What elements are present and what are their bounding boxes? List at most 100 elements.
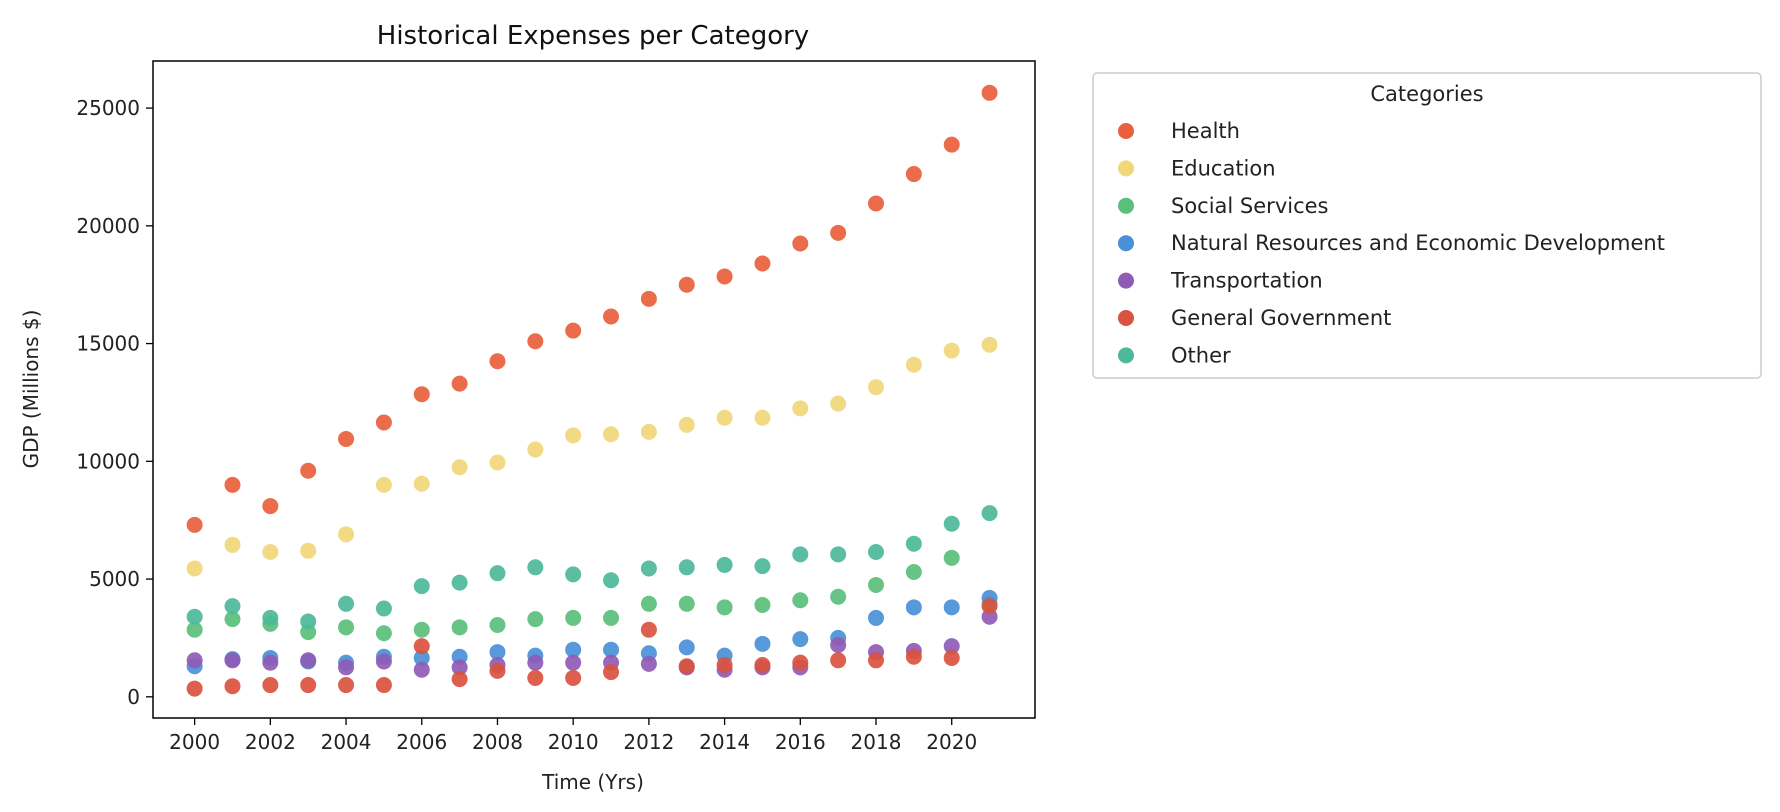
point-education-2013 <box>678 416 695 433</box>
point-general-government-2009 <box>527 669 544 686</box>
point-social-services-2013 <box>678 595 695 612</box>
point-health-2009 <box>527 333 544 350</box>
y-axis-ticks: 0 5000 10000 15000 20000 25000 <box>76 96 153 709</box>
point-general-government-2011 <box>603 664 620 681</box>
point-other-2020 <box>943 515 960 532</box>
point-natural-resources-and-economic-development-2008 <box>489 644 506 661</box>
point-transportation-2017 <box>830 637 847 653</box>
point-transportation-2002 <box>262 654 279 671</box>
point-education-2011 <box>603 426 620 443</box>
point-other-2010 <box>565 566 582 583</box>
point-education-2008 <box>489 454 506 471</box>
point-other-2014 <box>716 556 733 573</box>
point-general-government-2019 <box>905 648 922 665</box>
point-other-2008 <box>489 565 506 582</box>
point-general-government-2015 <box>754 657 771 674</box>
point-social-services-2012 <box>640 595 657 612</box>
point-education-2009 <box>527 441 544 458</box>
point-other-2002 <box>262 609 279 626</box>
point-natural-resources-and-economic-development-2006 <box>413 649 430 666</box>
y-tick-label: 0 <box>127 685 140 709</box>
x-tick-label: 2016 <box>775 730 826 754</box>
point-social-services-2007 <box>451 619 468 636</box>
point-transportation-2010 <box>565 654 582 671</box>
point-general-government-2005 <box>375 677 392 694</box>
point-health-2014 <box>716 268 733 285</box>
point-health-2006 <box>413 386 430 403</box>
point-transportation-2020 <box>943 638 960 655</box>
point-education-2002 <box>262 543 279 560</box>
point-social-services-2004 <box>338 619 355 636</box>
point-social-services-2008 <box>489 616 506 633</box>
point-social-services-2009 <box>527 611 544 628</box>
point-health-2011 <box>603 308 620 325</box>
point-health-2010 <box>565 322 582 339</box>
point-transportation-2009 <box>527 654 544 671</box>
point-education-2021 <box>981 336 998 353</box>
point-other-2017 <box>830 546 847 563</box>
point-general-government-2006 <box>413 638 430 655</box>
x-tick-label: 2008 <box>472 730 523 754</box>
point-transportation-2005 <box>375 653 392 670</box>
point-social-services-2018 <box>868 576 885 593</box>
point-health-2015 <box>754 255 771 272</box>
point-other-2013 <box>678 559 695 576</box>
point-natural-resources-and-economic-development-2015 <box>754 635 771 652</box>
x-tick-label: 2002 <box>245 730 296 754</box>
point-social-services-2001 <box>224 611 241 628</box>
point-general-government-2002 <box>262 677 279 694</box>
point-social-services-2020 <box>943 549 960 566</box>
point-other-2005 <box>375 600 392 617</box>
legend-label: General Government <box>1171 306 1391 330</box>
point-general-government-2004 <box>338 677 355 694</box>
y-tick-label: 10000 <box>76 449 140 473</box>
point-health-2008 <box>489 353 506 370</box>
data-points <box>186 84 998 697</box>
point-other-2007 <box>451 574 468 591</box>
point-other-2016 <box>792 546 809 563</box>
point-other-2000 <box>186 608 203 625</box>
point-general-government-2008 <box>489 662 506 679</box>
legend-label: Education <box>1171 156 1276 180</box>
point-general-government-2020 <box>943 649 960 666</box>
point-other-2003 <box>300 613 317 630</box>
point-social-services-2010 <box>565 609 582 626</box>
y-tick-label: 5000 <box>89 567 140 591</box>
legend-items: Health Education Social Services Natural Re… <box>1118 119 1665 367</box>
point-other-2011 <box>603 572 620 589</box>
point-social-services-2000 <box>186 621 203 638</box>
x-tick-label: 2010 <box>548 730 599 754</box>
x-tick-label: 2012 <box>623 730 674 754</box>
point-other-2004 <box>338 595 355 612</box>
y-tick-label: 15000 <box>76 332 140 356</box>
point-education-2014 <box>716 409 733 426</box>
point-health-2017 <box>830 224 847 241</box>
point-education-2010 <box>565 427 582 444</box>
point-other-2018 <box>868 543 885 560</box>
point-natural-resources-and-economic-development-2016 <box>792 631 809 648</box>
point-transportation-2001 <box>224 652 241 669</box>
point-general-government-2012 <box>640 621 657 638</box>
point-health-2005 <box>375 414 392 431</box>
point-social-services-2015 <box>754 596 771 613</box>
point-other-2021 <box>981 505 998 522</box>
point-health-2013 <box>678 276 695 293</box>
point-transportation-2007 <box>451 659 468 676</box>
point-education-2003 <box>300 542 317 559</box>
point-general-government-2018 <box>868 652 885 669</box>
legend-marker <box>1118 123 1134 139</box>
legend-marker <box>1118 160 1134 177</box>
point-other-2012 <box>640 560 657 577</box>
point-education-2001 <box>224 536 241 553</box>
point-natural-resources-and-economic-development-2019 <box>905 599 922 616</box>
point-social-services-2016 <box>792 592 809 609</box>
y-tick-label: 20000 <box>76 214 140 238</box>
point-other-2019 <box>905 535 922 552</box>
legend-title: Categories <box>1370 82 1483 106</box>
legend-label: Transportation <box>1170 269 1323 293</box>
point-other-2006 <box>413 578 430 595</box>
point-social-services-2017 <box>830 588 847 605</box>
point-natural-resources-and-economic-development-2010 <box>565 641 582 658</box>
point-social-services-2005 <box>375 625 392 642</box>
